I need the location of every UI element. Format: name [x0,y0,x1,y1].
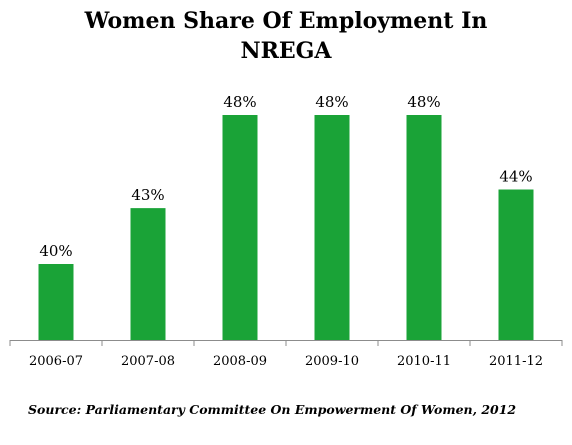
chart-title-line-2: NREGA [240,38,332,64]
x-tick-label-2007-08: 2007-08 [121,354,175,369]
x-tick-label-2008-09: 2008-09 [213,354,267,369]
chart-title-line-1: Women Share Of Employment In [84,8,488,34]
x-tick-label-2009-10: 2009-10 [305,354,359,369]
data-label-2011-12: 44% [499,168,532,186]
bar-2006-07 [38,264,74,340]
bar-2011-12 [498,189,534,340]
data-labels-group: 40% 43% 48% 48% 48% 44% [39,93,532,260]
bar-2010-11 [406,115,442,340]
chart-title: Women Share Of Employment In NREGA [0,6,572,66]
data-label-2009-10: 48% [315,93,348,111]
x-tick-label-2011-12: 2011-12 [489,354,543,369]
data-label-2006-07: 40% [39,242,72,260]
source-note: Source: Parliamentary Committee On Empow… [28,402,517,417]
data-label-2010-11: 48% [407,93,440,111]
bar-2007-08 [130,208,166,340]
data-label-2007-08: 43% [131,186,164,204]
x-axis: 2006-07 2007-08 2008-09 2009-10 2010-11 2011-… [9,340,563,369]
data-label-2008-09: 48% [223,93,256,111]
bar-2009-10 [314,115,350,340]
x-tick-label-2006-07: 2006-07 [29,354,83,369]
x-tick-label-2010-11: 2010-11 [397,354,451,369]
bar-2008-09 [222,115,258,340]
bars-group [38,115,534,340]
